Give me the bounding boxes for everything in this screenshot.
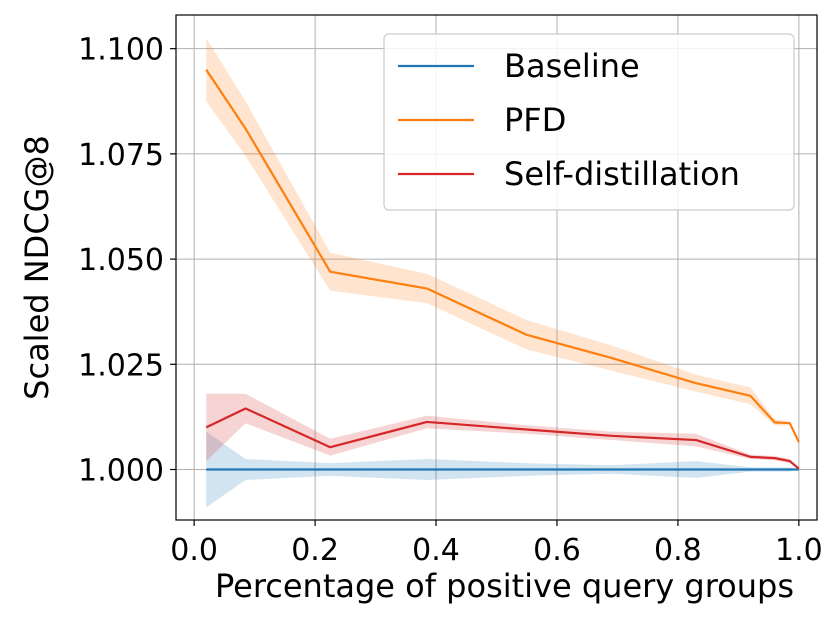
y-tick-label: 1.000	[78, 454, 164, 489]
y-axis-label: Scaled NDCG@8	[18, 135, 56, 400]
x-tick-label: 0.4	[412, 533, 460, 568]
x-tick-label: 1.0	[775, 533, 823, 568]
legend-box	[383, 33, 795, 211]
legend-label-pfd: PFD	[504, 101, 566, 139]
y-tick-label: 1.050	[78, 243, 164, 278]
y-tick-label: 1.025	[78, 348, 164, 383]
series-lines	[205, 69, 800, 471]
legend-label-self-distillation: Self-distillation	[504, 155, 740, 193]
x-tick-label: 0.6	[533, 533, 581, 568]
legend: Baseline PFD Self-distillation	[383, 33, 795, 211]
plot-frame	[175, 14, 818, 521]
x-tick-label: 0.2	[291, 533, 339, 568]
pfd-line	[205, 69, 800, 443]
self-distillation-band	[206, 393, 799, 470]
x-axis-ticks: 0.0 0.2 0.4 0.6 0.8 1.0	[170, 520, 823, 568]
x-tick-label: 0.0	[170, 533, 218, 568]
y-tick-label: 1.075	[78, 138, 164, 173]
self-distillation-line	[205, 407, 800, 470]
y-tick-label: 1.100	[78, 33, 164, 68]
x-axis-label: Percentage of positive query groups	[215, 567, 794, 605]
y-axis-ticks: 1.000 1.025 1.050 1.075 1.100	[78, 33, 176, 489]
x-tick-label: 0.8	[654, 533, 702, 568]
legend-label-baseline: Baseline	[504, 47, 640, 85]
